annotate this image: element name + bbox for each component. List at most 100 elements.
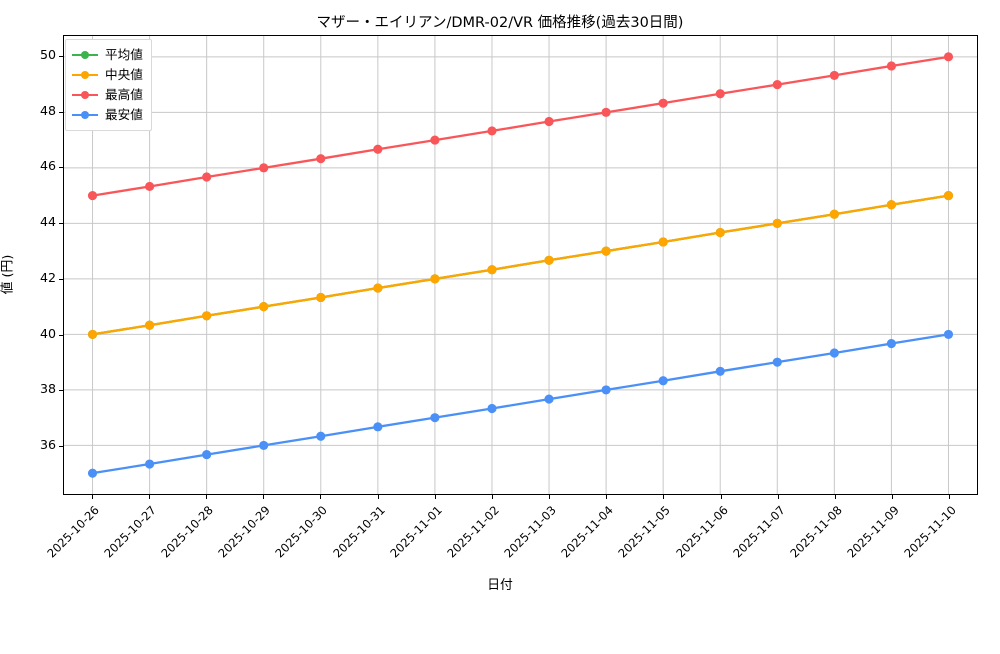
data-point xyxy=(316,431,326,441)
data-point xyxy=(715,366,725,376)
y-tick-label: 42 xyxy=(39,269,56,285)
x-tick-mark xyxy=(777,495,779,499)
y-tick-mark xyxy=(59,334,63,336)
legend-swatch-icon xyxy=(72,48,98,62)
chart-figure: マザー・エイリアン/DMR-02/VR 価格推移(過去30日間) 値 (円) 日… xyxy=(0,15,978,593)
data-point xyxy=(943,191,954,201)
data-point xyxy=(544,394,554,404)
data-point xyxy=(658,98,668,108)
data-point xyxy=(259,440,269,451)
y-tick-label: 50 xyxy=(39,46,56,62)
series-line xyxy=(91,55,950,197)
x-tick-mark xyxy=(377,495,379,499)
data-point xyxy=(316,154,326,164)
data-point xyxy=(715,89,725,99)
data-point xyxy=(943,329,954,339)
data-point xyxy=(772,357,782,367)
data-point xyxy=(487,265,497,275)
y-tick-mark xyxy=(59,278,63,280)
chart-legend[interactable]: 平均値中央値最高値最安値 xyxy=(65,39,152,131)
legend-label: 中央値 xyxy=(105,67,143,82)
y-tick-label: 38 xyxy=(39,381,56,397)
data-point xyxy=(145,459,155,469)
x-tick-mark xyxy=(720,495,722,499)
chart-title: マザー・エイリアン/DMR-02/VR 価格推移(過去30日間) xyxy=(316,15,684,31)
x-tick-mark xyxy=(549,495,551,499)
data-point xyxy=(829,209,839,219)
legend-item-2[interactable]: 中央値 xyxy=(72,65,143,85)
series-line xyxy=(91,333,950,475)
data-point xyxy=(544,116,554,127)
y-tick-label: 36 xyxy=(39,437,56,453)
legend-label: 最高値 xyxy=(105,87,143,102)
legend-item-3[interactable]: 最高値 xyxy=(72,85,143,105)
x-tick-mark xyxy=(892,495,894,499)
data-point xyxy=(430,413,440,423)
x-tick-mark xyxy=(491,495,493,499)
data-point xyxy=(373,144,383,154)
legend-item-4[interactable]: 最安値 xyxy=(72,105,143,125)
data-point xyxy=(601,246,611,256)
x-tick-mark xyxy=(606,495,608,499)
data-point xyxy=(259,302,269,312)
series-3 xyxy=(87,52,954,201)
legend-swatch-icon xyxy=(72,68,98,82)
legend-swatch-icon xyxy=(72,88,98,102)
y-tick-mark xyxy=(59,446,63,448)
data-point xyxy=(886,61,896,71)
data-point xyxy=(430,274,440,284)
data-point xyxy=(145,181,155,192)
x-tick-mark xyxy=(148,495,150,499)
data-point xyxy=(87,329,98,339)
x-tick-mark xyxy=(91,495,93,499)
data-point xyxy=(772,79,782,90)
data-point xyxy=(658,376,668,386)
data-point xyxy=(601,385,611,395)
data-point xyxy=(202,450,212,460)
series-4 xyxy=(87,329,954,478)
data-point xyxy=(87,191,98,201)
x-tick-mark xyxy=(663,495,665,499)
x-tick-mark xyxy=(205,495,207,499)
x-tick-mark xyxy=(835,495,837,499)
x-tick-mark xyxy=(434,495,436,499)
plot-svg xyxy=(64,36,977,494)
data-point xyxy=(87,468,98,478)
data-point xyxy=(259,163,269,173)
series-lines xyxy=(87,52,954,478)
data-point xyxy=(373,422,383,432)
data-point xyxy=(658,237,668,247)
data-point xyxy=(202,311,212,321)
y-tick-mark xyxy=(59,111,63,113)
x-axis-label: 日付 xyxy=(487,578,513,593)
y-tick-label: 46 xyxy=(39,158,56,174)
y-tick-mark xyxy=(59,223,63,225)
y-tick-label: 40 xyxy=(39,325,56,341)
data-point xyxy=(487,403,497,414)
data-point xyxy=(601,107,611,117)
series-line xyxy=(91,194,950,336)
y-tick-mark xyxy=(59,390,63,392)
data-point xyxy=(943,52,954,62)
y-tick-label: 44 xyxy=(39,214,56,230)
data-point xyxy=(202,172,212,182)
y-tick-mark xyxy=(59,167,63,169)
data-point xyxy=(886,338,896,349)
data-point xyxy=(316,292,326,303)
data-point xyxy=(373,283,383,293)
legend-label: 平均値 xyxy=(105,47,143,62)
x-tick-mark xyxy=(320,495,322,499)
data-point xyxy=(430,135,440,145)
data-point xyxy=(886,200,896,210)
legend-item-1[interactable]: 平均値 xyxy=(72,45,143,65)
data-point xyxy=(544,255,554,265)
data-point xyxy=(829,348,839,358)
y-tick-mark xyxy=(59,55,63,57)
x-tick-mark xyxy=(263,495,265,499)
legend-label: 最安値 xyxy=(105,107,143,122)
data-point xyxy=(829,70,839,80)
legend-swatch-icon xyxy=(72,108,98,122)
plot-area xyxy=(63,35,978,495)
data-point xyxy=(715,227,725,238)
y-axis-label: 値 (円) xyxy=(0,254,16,295)
